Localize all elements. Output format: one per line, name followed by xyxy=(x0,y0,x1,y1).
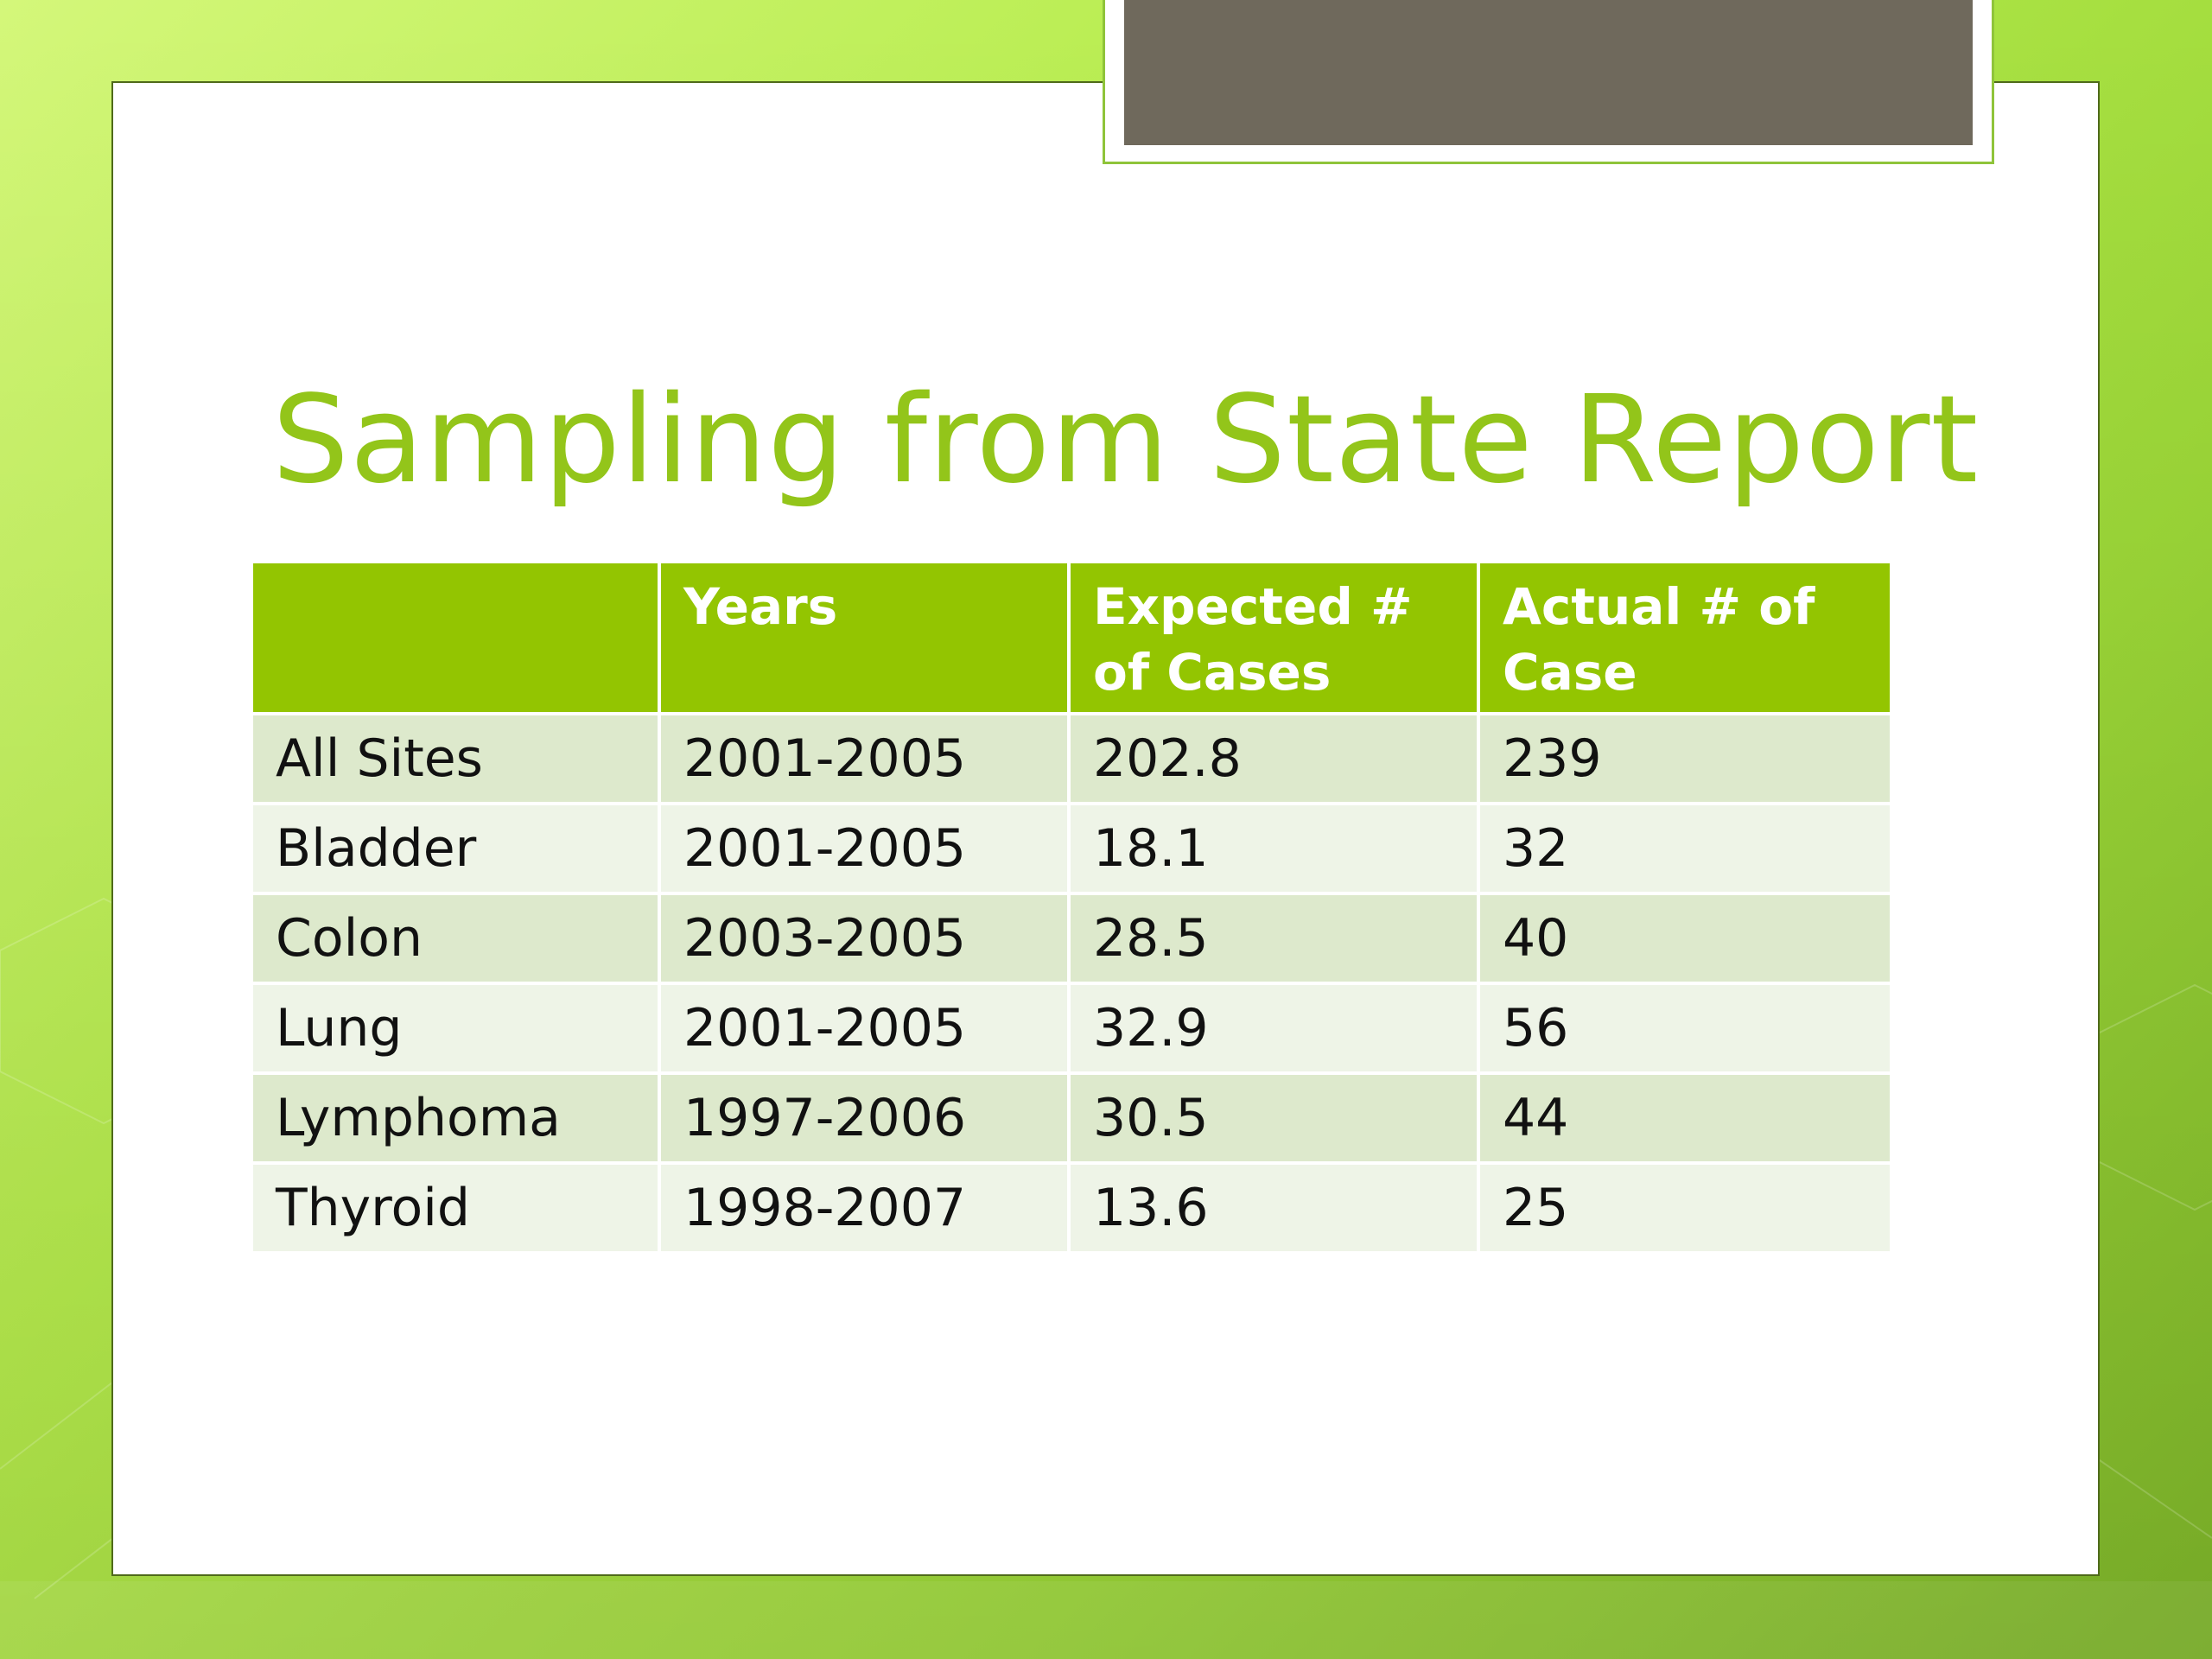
header-cell-years: Years xyxy=(661,563,1071,715)
table-row: Bladder 2001-2005 18.1 32 xyxy=(253,805,1890,895)
cell-years: 2001-2005 xyxy=(661,715,1071,805)
cell-actual: 25 xyxy=(1480,1165,1890,1255)
header-cell-site xyxy=(253,563,661,715)
cell-expected: 202.8 xyxy=(1071,715,1480,805)
header-cell-actual: Actual # of Case xyxy=(1480,563,1890,715)
cell-site: Bladder xyxy=(253,805,661,895)
cell-site: Thyroid xyxy=(253,1165,661,1255)
cell-actual: 40 xyxy=(1480,895,1890,985)
header-cell-expected: Expected # of Cases xyxy=(1071,563,1480,715)
cell-years: 2001-2005 xyxy=(661,985,1071,1075)
table-row: All Sites 2001-2005 202.8 239 xyxy=(253,715,1890,805)
table-row: Lymphoma 1997-2006 30.5 44 xyxy=(253,1075,1890,1165)
cell-years: 2003-2005 xyxy=(661,895,1071,985)
cell-site: All Sites xyxy=(253,715,661,805)
cell-years: 2001-2005 xyxy=(661,805,1071,895)
cell-site: Lymphoma xyxy=(253,1075,661,1165)
cell-expected: 30.5 xyxy=(1071,1075,1480,1165)
table-row: Lung 2001-2005 32.9 56 xyxy=(253,985,1890,1075)
table-header-row: Years Expected # of Cases Actual # of Ca… xyxy=(253,563,1890,715)
header-tab-block xyxy=(1124,0,1973,145)
cell-expected: 18.1 xyxy=(1071,805,1480,895)
cell-actual: 32 xyxy=(1480,805,1890,895)
table-row: Colon 2003-2005 28.5 40 xyxy=(253,895,1890,985)
cell-actual: 239 xyxy=(1480,715,1890,805)
cell-expected: 32.9 xyxy=(1071,985,1480,1075)
cell-years: 1998-2007 xyxy=(661,1165,1071,1255)
cell-actual: 44 xyxy=(1480,1075,1890,1165)
cell-actual: 56 xyxy=(1480,985,1890,1075)
table-row: Thyroid 1998-2007 13.6 25 xyxy=(253,1165,1890,1255)
slide-title: Sampling from State Report xyxy=(272,370,1980,511)
cell-site: Colon xyxy=(253,895,661,985)
cell-expected: 13.6 xyxy=(1071,1165,1480,1255)
cell-years: 1997-2006 xyxy=(661,1075,1071,1165)
cell-site: Lung xyxy=(253,985,661,1075)
cell-expected: 28.5 xyxy=(1071,895,1480,985)
data-table: Years Expected # of Cases Actual # of Ca… xyxy=(253,563,1890,1255)
